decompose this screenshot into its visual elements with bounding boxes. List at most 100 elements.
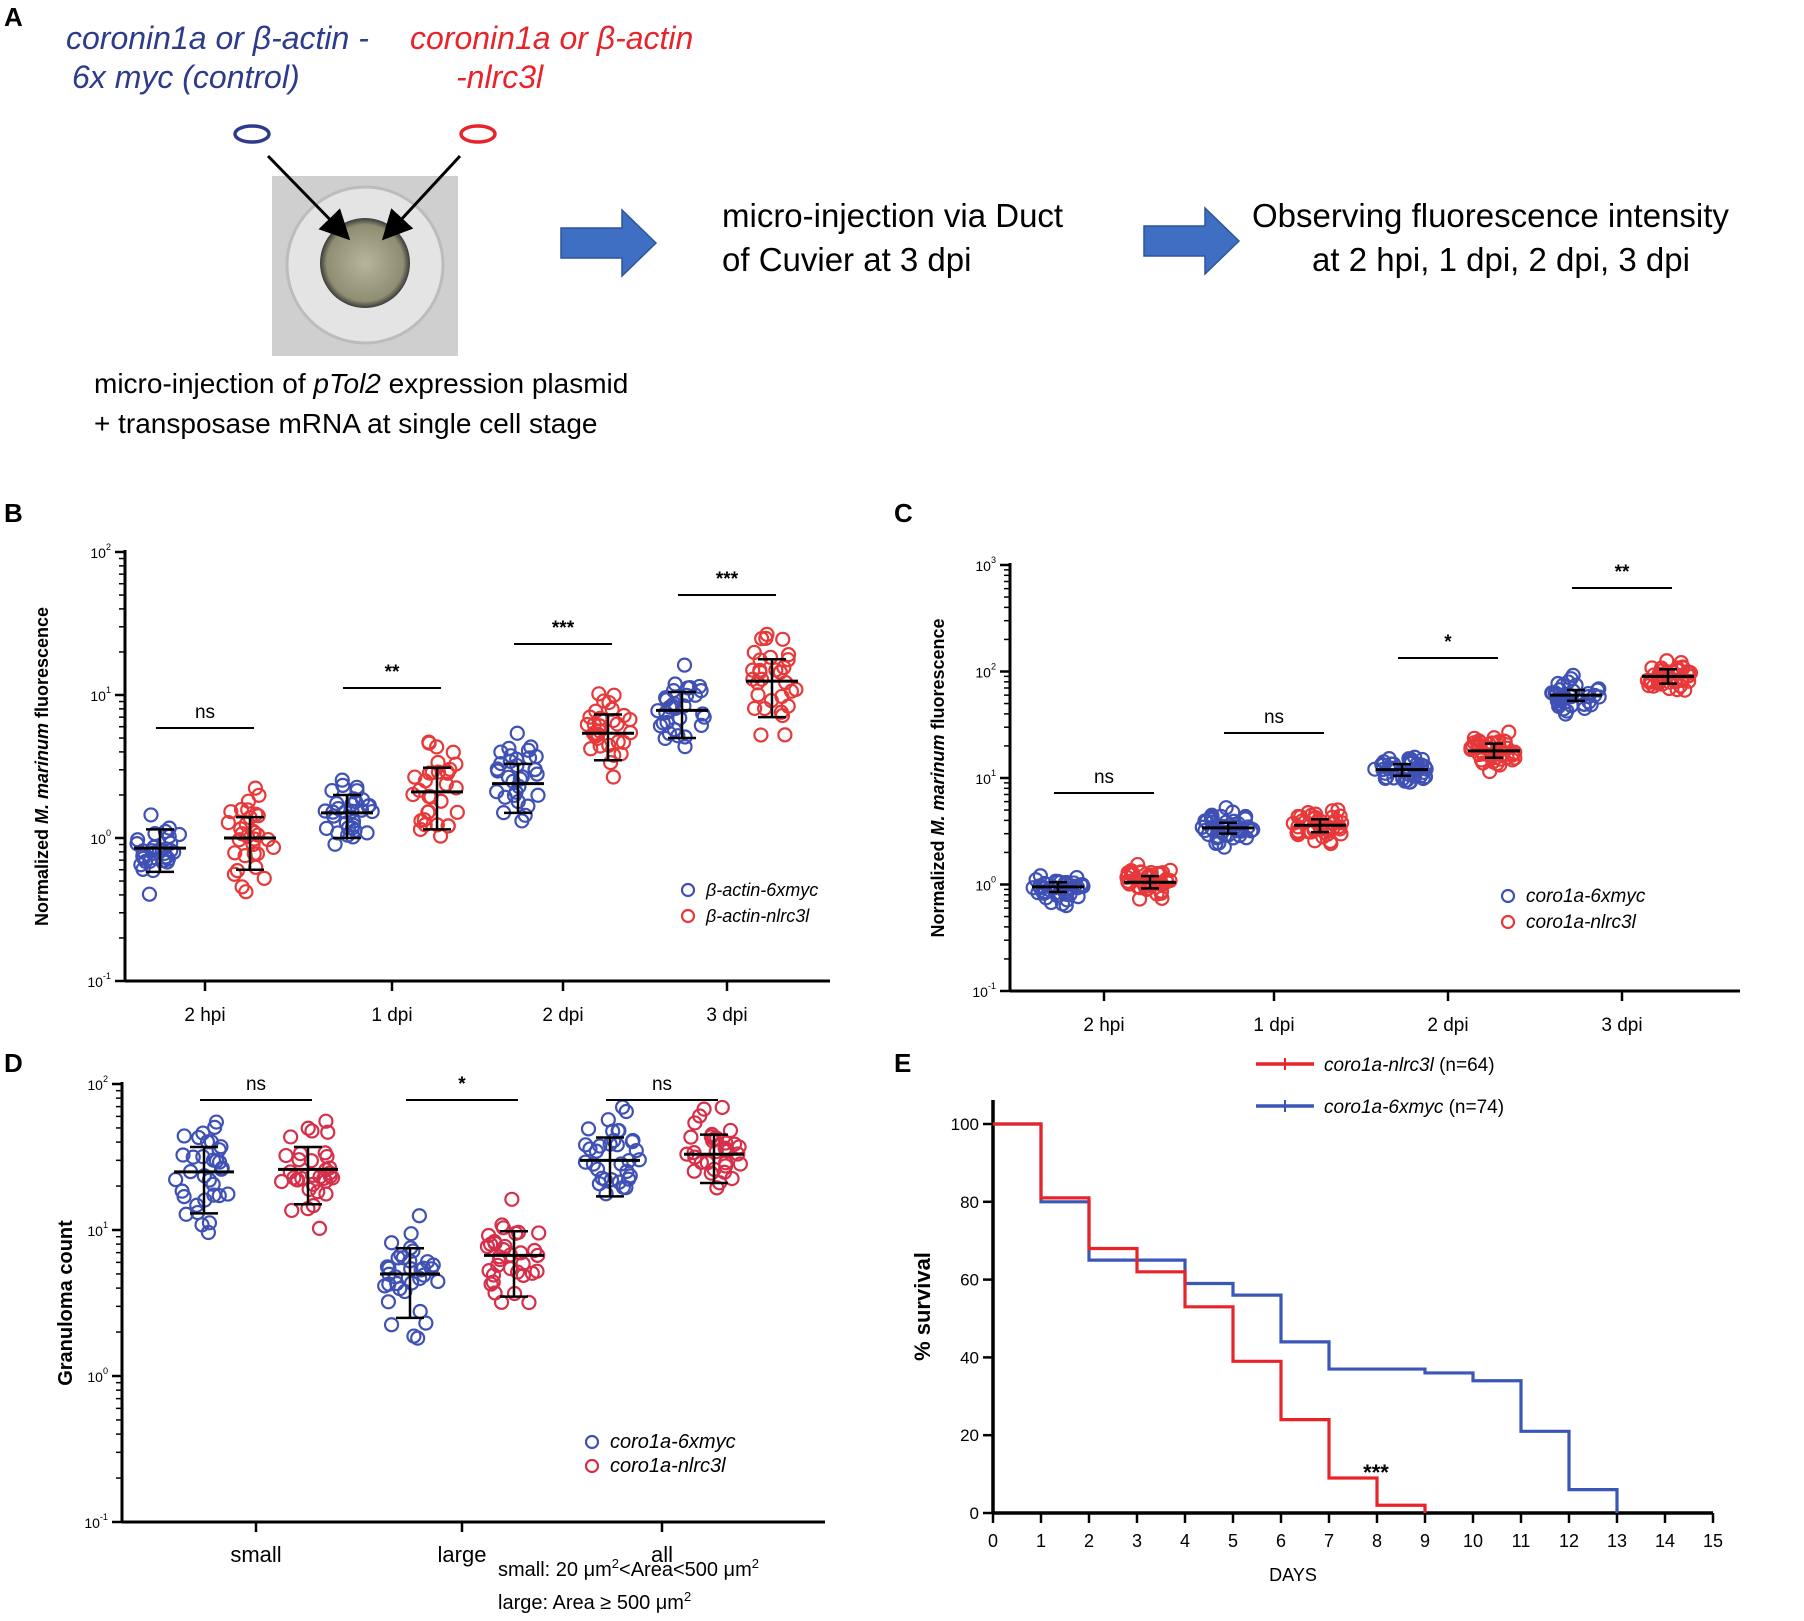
- data-point: [130, 832, 146, 848]
- injection-arrow-right: [381, 154, 462, 241]
- legend-marker: [680, 908, 696, 924]
- x-tick-label: 10: [1463, 1531, 1483, 1551]
- significance-label: **: [1615, 562, 1630, 583]
- y-tick-label: 102: [87, 1074, 108, 1093]
- y-axis-label: Granuloma count: [55, 1220, 77, 1386]
- data-point: [687, 1149, 703, 1165]
- significance-label: ***: [716, 569, 739, 590]
- data-point: [278, 1147, 294, 1164]
- data-point: [430, 1273, 446, 1290]
- data-point: [311, 1220, 328, 1236]
- data-point: [695, 706, 711, 722]
- data-point: [1551, 698, 1567, 714]
- y-axis-label: % survival: [910, 1252, 935, 1361]
- data-point: [514, 813, 530, 829]
- data-point: [449, 804, 465, 820]
- data-point: [442, 761, 458, 777]
- data-point: [1375, 757, 1391, 773]
- data-point: [1466, 735, 1482, 751]
- data-point: [693, 717, 709, 733]
- y-tick-label: 100: [90, 828, 111, 847]
- data-point: [227, 845, 243, 861]
- data-point: [1308, 806, 1324, 822]
- data-point: [250, 827, 266, 843]
- data-point: [220, 815, 236, 831]
- data-point: [300, 1120, 316, 1136]
- legend-marker: [1500, 888, 1516, 904]
- data-point: [530, 787, 546, 803]
- data-point: [318, 820, 335, 836]
- x-tick-label: 7: [1324, 1531, 1334, 1551]
- x-tick-label: 2: [1084, 1531, 1094, 1551]
- data-point: [479, 1238, 496, 1255]
- data-point: [429, 739, 445, 755]
- data-point: [722, 1122, 739, 1139]
- data-point: [579, 716, 596, 733]
- data-point: [773, 704, 789, 720]
- data-point: [523, 739, 539, 755]
- data-point: [603, 754, 619, 771]
- data-point: [411, 782, 427, 798]
- data-point: [421, 734, 437, 750]
- y-axis-label: Normalized M. marinum fluorescence: [32, 607, 52, 926]
- x-tick-label: 8: [1372, 1531, 1382, 1551]
- data-point: [283, 1129, 299, 1145]
- panel-a-diagram: [233, 124, 1241, 356]
- data-point: [502, 753, 518, 769]
- data-point: [746, 644, 762, 661]
- data-point: [622, 711, 638, 728]
- x-tick-label: large: [438, 1542, 487, 1567]
- panel-e-letter: E: [894, 1048, 912, 1078]
- data-point: [487, 1235, 503, 1251]
- data-point: [247, 780, 264, 796]
- panel-a-caption-line1: micro-injection of pTol2 expression plas…: [94, 368, 629, 399]
- data-point: [529, 766, 545, 782]
- test-plasmid-icon: [459, 124, 497, 144]
- y-tick-label: 60: [960, 1271, 979, 1290]
- data-point: [762, 649, 779, 665]
- test-label-line1: coronin1a or β-actin: [410, 20, 694, 56]
- data-point: [745, 662, 761, 678]
- data-point: [1324, 803, 1341, 819]
- data-point: [284, 1202, 300, 1219]
- data-point: [320, 1124, 336, 1140]
- x-tick-label: 2 dpi: [542, 1005, 583, 1026]
- x-tick-label: 6: [1276, 1531, 1286, 1551]
- legend-label: β-actin-6xmyc: [705, 880, 818, 900]
- data-point: [1475, 755, 1491, 771]
- data-point: [753, 727, 769, 743]
- y-axis-label: Normalized M. marinum fluorescence: [928, 618, 948, 937]
- panel-c-letter: C: [894, 498, 913, 528]
- data-point: [506, 787, 523, 803]
- data-point: [683, 1129, 699, 1145]
- data-point: [1334, 815, 1350, 831]
- data-point: [696, 1101, 712, 1117]
- data-point: [1290, 808, 1306, 825]
- data-point: [1073, 877, 1089, 893]
- flow-arrow-1: [560, 208, 658, 278]
- data-point: [686, 1163, 702, 1179]
- x-tick-label: 1: [1036, 1531, 1046, 1551]
- data-point: [745, 671, 761, 687]
- significance-label: ns: [1264, 707, 1284, 728]
- data-point: [1315, 829, 1331, 845]
- x-tick-label: 15: [1703, 1531, 1723, 1551]
- x-tick-label: 2 hpi: [184, 1005, 225, 1026]
- data-point: [624, 1134, 641, 1150]
- data-point: [628, 1142, 644, 1159]
- data-point: [206, 1187, 222, 1203]
- step3-text: Observing fluorescence intensity at 2 hpi…: [1252, 197, 1729, 278]
- data-point: [531, 1225, 547, 1241]
- data-point: [448, 780, 464, 796]
- data-point: [1544, 685, 1560, 701]
- y-tick-label: 102: [975, 662, 996, 681]
- data-point: [1417, 758, 1433, 775]
- data-point: [440, 818, 456, 834]
- data-point: [585, 1156, 602, 1172]
- data-point: [588, 728, 604, 744]
- data-point: [1377, 765, 1393, 781]
- data-point: [1399, 772, 1415, 788]
- x-tick-label: 2 dpi: [1427, 1015, 1468, 1036]
- y-tick-label: 100: [951, 1115, 979, 1134]
